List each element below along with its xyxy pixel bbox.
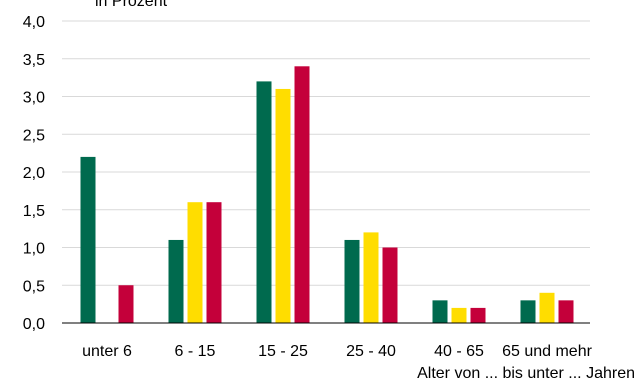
x-tick-label: 15 - 25 <box>258 343 308 360</box>
bar <box>432 300 448 323</box>
bar <box>451 307 467 323</box>
y-tick-label: 1,5 <box>23 203 45 220</box>
bar <box>294 66 310 324</box>
chart-title: in Prozent <box>95 0 168 10</box>
y-tick-label: 3,5 <box>23 52 45 69</box>
bar <box>168 239 184 323</box>
bar <box>470 307 486 323</box>
y-tick-label: 2,5 <box>23 127 45 144</box>
bar <box>558 300 574 323</box>
bar <box>539 292 555 323</box>
x-tick-label: 40 - 65 <box>434 343 484 360</box>
x-tick-label: unter 6 <box>82 343 132 360</box>
bar <box>118 285 134 323</box>
y-tick-label: 4,0 <box>23 14 45 31</box>
bar <box>206 202 222 323</box>
y-tick-label: 3,0 <box>23 90 45 107</box>
y-axis-tick-labels: 0,0 0,5 1,0 1,5 2,0 2,5 3,0 3,5 4,0 <box>23 14 45 333</box>
y-tick-label: 1,0 <box>23 241 45 258</box>
x-tick-label: 65 und mehr <box>502 343 593 360</box>
bar <box>256 81 272 324</box>
x-axis-title: Alter von ... bis unter ... Jahren <box>417 365 635 381</box>
bar <box>344 239 360 323</box>
gridlines <box>62 20 590 286</box>
y-tick-label: 2,0 <box>23 165 45 182</box>
x-tick-label: 6 - 15 <box>175 343 216 360</box>
bar <box>382 247 398 323</box>
bar <box>275 88 291 323</box>
y-tick-label: 0,5 <box>23 278 45 295</box>
bar <box>187 202 203 323</box>
bar <box>520 300 536 323</box>
x-tick-label: 25 - 40 <box>346 343 396 360</box>
x-axis-tick-labels: unter 6 6 - 15 15 - 25 25 - 40 40 - 65 65 und… <box>82 343 592 360</box>
bars <box>80 66 574 324</box>
bar <box>363 232 379 323</box>
y-tick-label: 0,0 <box>23 316 45 333</box>
bar <box>80 156 96 323</box>
